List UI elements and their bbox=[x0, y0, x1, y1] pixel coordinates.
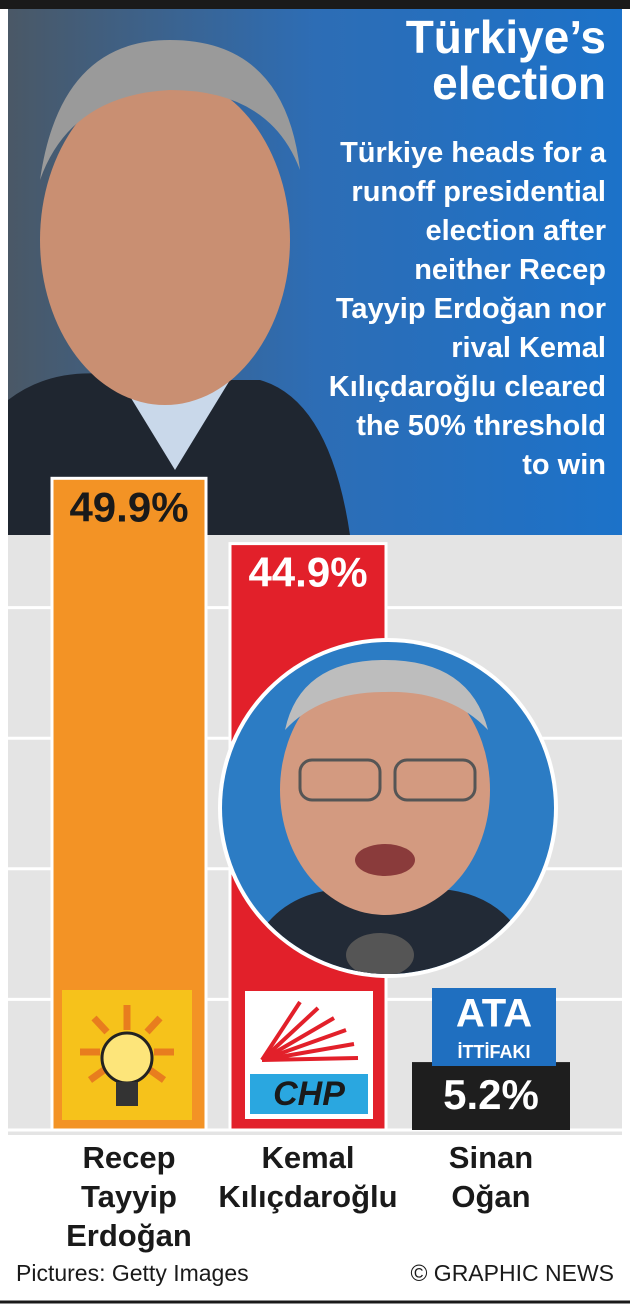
category-label: Recep Tayyip Erdoğan bbox=[66, 1140, 192, 1253]
ata-logo: ATA İTTİFAKI bbox=[432, 988, 556, 1066]
portrait-circle bbox=[218, 638, 558, 978]
akp-logo bbox=[62, 990, 192, 1120]
logo-text: İTTİFAKI bbox=[458, 1042, 531, 1062]
value-label: 49.9% bbox=[69, 483, 188, 530]
top-rule bbox=[0, 0, 630, 9]
value-label: 5.2% bbox=[443, 1071, 539, 1118]
logo-text: ATA bbox=[456, 992, 532, 1036]
chp-logo: CHP bbox=[243, 989, 375, 1121]
credit: © GRAPHIC NEWS bbox=[410, 1260, 614, 1286]
category-label: Sinan Oğan bbox=[448, 1140, 534, 1214]
chart-subtitle: Türkiye heads for a runoff presidential … bbox=[328, 137, 606, 481]
chart-title: Türkiye’s election bbox=[405, 11, 606, 109]
source: Pictures: Getty Images bbox=[16, 1260, 249, 1286]
value-label: 44.9% bbox=[248, 549, 367, 596]
category-label: Kemal Kılıçdaroğlu bbox=[218, 1140, 398, 1214]
logo-text: CHP bbox=[273, 1075, 345, 1113]
bar bbox=[412, 1062, 570, 1130]
